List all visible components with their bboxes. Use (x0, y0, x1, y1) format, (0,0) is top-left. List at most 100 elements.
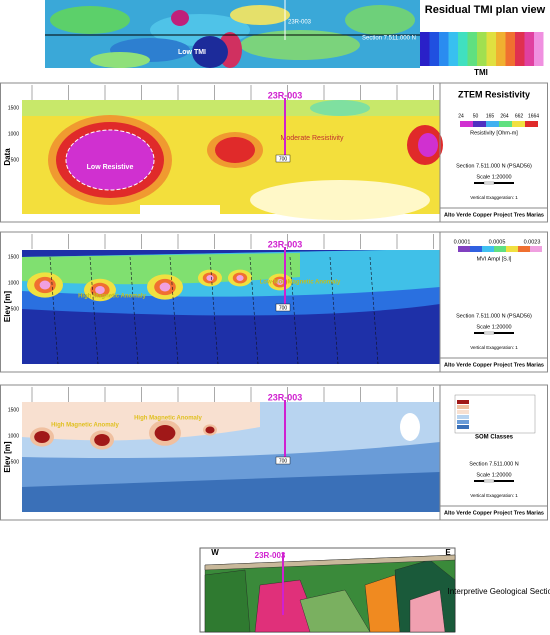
som-legend (457, 400, 469, 404)
resistivity-legend (525, 121, 538, 127)
legend-unit: MVI Ampl [S.I] (477, 256, 512, 262)
mvi-zone (39, 280, 51, 290)
legend-tick-label: 0.0005 (489, 239, 506, 245)
y-axis-label: Elev [m] (3, 441, 12, 472)
som-legend (457, 420, 469, 424)
mvi-zone (95, 286, 105, 294)
fault (49, 256, 59, 365)
exaggeration-label: Vertical Exaggeration: 1 (470, 195, 518, 200)
fault (89, 256, 99, 365)
annotation: High Magnetic Anomaly (51, 423, 119, 429)
resistivity-zone (22, 100, 440, 116)
tmi-legend (505, 32, 515, 66)
scale-bar (483, 181, 495, 185)
mvi-legend (494, 246, 506, 252)
som-class (22, 402, 260, 441)
tmi-legend (524, 32, 534, 66)
mvi-zone (206, 275, 214, 281)
footer: Alto Verde Copper Project Tres Marias (444, 212, 544, 218)
legend-unit: Resistivity [Ohm-m] (470, 130, 518, 136)
legend-tick-label: 662 (515, 113, 524, 119)
annotation: Moderate Resistivity (280, 135, 344, 142)
exaggeration-label: Vertical Exaggeration: 1 (470, 345, 518, 350)
som-legend (457, 405, 469, 409)
resistivity-zone (310, 100, 370, 116)
scale-bar (483, 479, 495, 483)
scale-label: Scale 1:20000 (476, 174, 511, 180)
mvi-zone (159, 282, 171, 292)
tmi-legend (477, 32, 487, 66)
section-label: Section 7.511.000 N (PSAD56) (456, 313, 532, 319)
som-class (94, 434, 110, 446)
legend-title: TMI (474, 68, 488, 77)
tmi-legend (486, 32, 496, 66)
y-tick-label: 1500 (8, 407, 19, 413)
legend-tick-label: 24 (458, 113, 464, 119)
scale-label: Scale 1:20000 (476, 472, 511, 478)
fault (369, 256, 379, 365)
geo-unit (204, 554, 456, 571)
hole-label: 23R-003 (255, 551, 286, 560)
legend-title: ZTEM Resistivity (458, 89, 530, 99)
mvi-legend (458, 246, 470, 252)
depth-box (275, 456, 291, 465)
section-label: Section 7.511.000 N (PSAD56) (456, 163, 532, 169)
geo-unit (409, 589, 446, 633)
tmi-legend (458, 32, 468, 66)
mvi-legend (482, 246, 494, 252)
legend-tick-label: 50 (473, 113, 479, 119)
mvi-zone (236, 275, 244, 281)
section-label: Section 7.511.000 N (362, 36, 416, 42)
tmi-legend (429, 32, 439, 66)
y-tick-label: 500 (11, 157, 20, 163)
som-legend (457, 415, 469, 419)
resistivity-zone (418, 133, 438, 157)
som-class (205, 426, 215, 434)
resistivity-legend (473, 121, 486, 127)
y-tick-label: 500 (11, 459, 20, 465)
resistivity-zone (140, 205, 220, 215)
y-axis-label: Data (3, 148, 12, 166)
resistivity-zone (215, 137, 255, 163)
tmi-legend (496, 32, 506, 66)
direction: E (445, 548, 451, 557)
y-tick-label: 1500 (8, 105, 19, 111)
tmi-legend (439, 32, 449, 66)
y-tick-label: 1000 (8, 433, 19, 439)
y-tick-label: 1000 (8, 131, 19, 137)
tmi-legend (420, 32, 430, 66)
bedrock-top (22, 246, 440, 250)
annotation: Low-Mod Magnetic Anomaly (260, 280, 341, 286)
geo-unit (364, 574, 401, 633)
legend-tick-label: 0.0001 (454, 239, 471, 245)
resistivity-zone (65, 129, 155, 191)
scale-label: Scale 1:20000 (476, 324, 511, 330)
plan-title: Residual TMI plan view (425, 4, 546, 16)
som-legend (457, 410, 469, 414)
resistivity-legend (460, 121, 473, 127)
resistivity-legend (499, 121, 512, 127)
depth-box (275, 154, 291, 163)
tmi-legend (534, 32, 544, 66)
som-class (400, 413, 420, 441)
anomaly-label: Low TMI (178, 49, 206, 56)
plan-map (240, 30, 360, 60)
y-tick-label: 1000 (8, 280, 19, 286)
annotation: High Magnetic Anomaly (134, 416, 202, 422)
som-class (34, 431, 50, 443)
hole-label: 23R-003 (288, 20, 312, 26)
hole-label: 23R-003 (268, 90, 303, 100)
hole-label: 23R-003 (268, 239, 303, 249)
scale-bar (483, 331, 495, 335)
resistivity-zone (250, 180, 430, 220)
plan-anomaly (171, 10, 189, 26)
mvi-zone (276, 279, 284, 285)
annotation: Low Resistive (87, 164, 134, 171)
mvi-legend (470, 246, 482, 252)
hole-label: 23R-003 (268, 392, 303, 402)
plan-map (90, 52, 150, 68)
tmi-legend (467, 32, 477, 66)
mvi-legend (530, 246, 542, 252)
